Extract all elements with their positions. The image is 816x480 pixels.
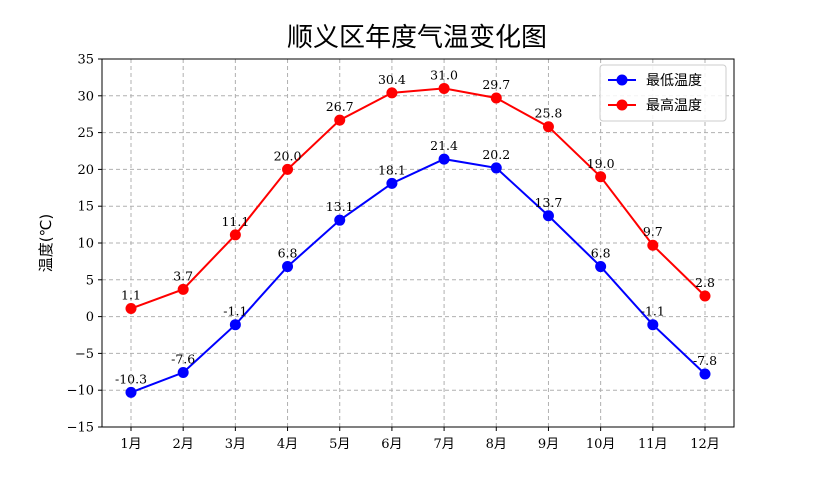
x-tick-label: 2月 [173,437,194,452]
data-point [542,210,554,222]
x-tick-label: 8月 [486,437,507,452]
data-point [282,163,294,175]
y-tick-label: 10 [77,237,94,252]
data-point [177,367,189,379]
axes: 1月 2月 3月 4月 5月 6月 7月 8月 9月 10月 11月 12月 −15 −10 −5 0 5 10 1… [67,53,735,452]
legend-label: 最高温度 [646,97,702,114]
data-label: 21.4 [430,138,458,153]
x-tick-label: 7月 [433,437,454,452]
y-tick-label: 15 [77,200,94,215]
legend-marker [616,99,628,111]
data-label: -7.6 [171,352,195,367]
data-point [334,214,346,226]
data-label: -10.3 [115,371,147,386]
data-point [125,386,137,398]
data-label: 13.1 [326,199,354,214]
data-point [542,121,554,133]
data-label: 26.7 [326,99,354,114]
data-label: 29.7 [482,77,510,92]
data-label: 25.8 [535,106,563,121]
data-label: 6.8 [278,246,298,261]
data-label: 3.7 [173,268,193,283]
data-label: -7.8 [693,353,717,368]
data-labels: -10.3 -7.6 -1.1 6.8 13.1 18.1 21.4 20.2 13.7 6.8 -… [115,67,717,386]
x-tick-label: 6月 [381,437,402,452]
data-label: 6.8 [591,246,611,261]
data-point [490,162,502,174]
data-label: 11.1 [221,214,249,229]
data-label: -1.1 [223,304,247,319]
data-point [125,303,137,315]
y-tick-label: 25 [77,126,94,141]
x-tick-label: 5月 [329,437,350,452]
data-label: 1.1 [121,288,141,303]
data-point [699,290,711,302]
legend-label: 最低温度 [646,73,702,89]
data-point [699,368,711,380]
series [125,82,711,398]
series-line-1 [130,87,706,310]
y-tick-label: 20 [77,163,94,178]
y-tick-label: 35 [77,53,94,68]
y-tick-label: −15 [67,421,94,436]
x-tick-label: 12月 [690,437,720,452]
x-tick-label: 10月 [586,437,616,452]
y-tick-label: −5 [75,347,94,362]
data-label: 20.2 [482,147,510,162]
data-point [386,177,398,189]
data-point [490,92,502,104]
data-point [438,153,450,165]
data-label: 31.0 [430,67,458,82]
data-label: 20.0 [274,148,302,163]
data-point [386,87,398,99]
series-line-0 [130,158,706,394]
data-point [595,261,607,273]
data-point [595,171,607,183]
data-label: 9.7 [643,224,663,239]
legend-marker [616,74,628,86]
y-tick-label: 0 [86,310,94,325]
x-tick-label: 4月 [277,437,298,452]
data-label: 30.4 [378,72,406,87]
data-point [229,229,241,241]
x-tick-label: 3月 [225,437,246,452]
chart-title: 顺义区年度气温变化图 [287,23,547,53]
data-label: -1.1 [641,304,665,319]
data-label: 2.8 [695,275,715,290]
data-point [647,319,659,331]
data-point [438,82,450,94]
y-tick-label: 5 [86,273,94,288]
data-label: 18.1 [378,162,406,177]
data-point [229,319,241,331]
data-label: 13.7 [535,195,563,210]
data-point [334,114,346,126]
x-tick-label: 11月 [638,437,668,452]
x-tick-label: 9月 [538,437,559,452]
y-tick-label: −10 [67,384,94,399]
x-tick-label: 1月 [120,437,141,452]
data-point [647,239,659,251]
data-point [177,283,189,295]
y-tick-label: 30 [77,89,94,104]
data-label: 19.0 [587,156,615,171]
data-point [282,261,294,273]
y-axis-label: 温度(℃) [37,214,55,273]
